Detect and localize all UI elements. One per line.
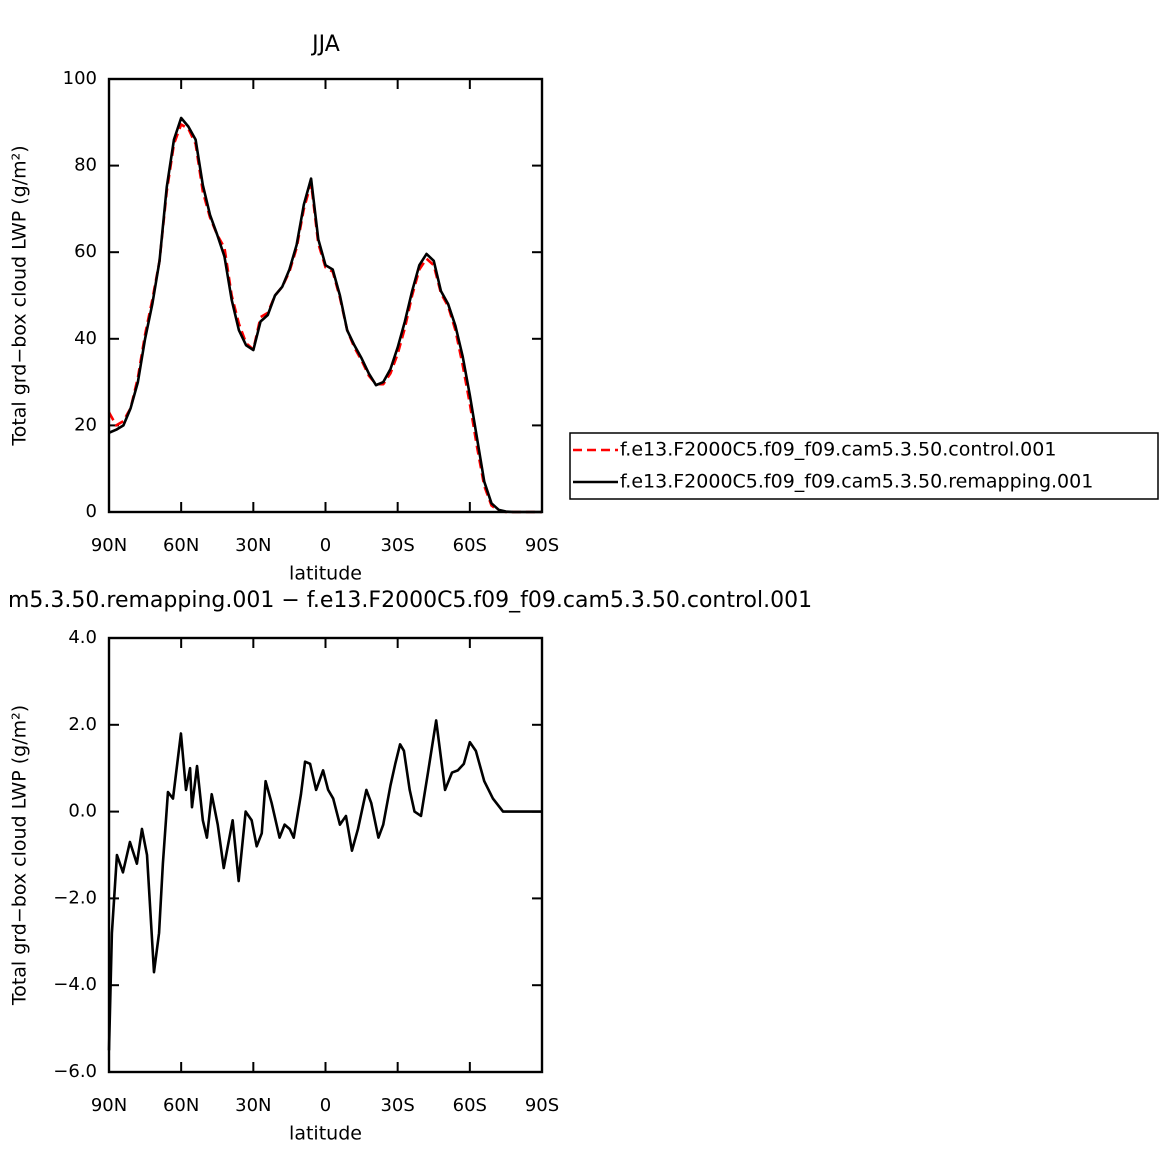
x-axis-title: latitude: [289, 1123, 362, 1145]
y-tick-label: 4.0: [68, 627, 97, 648]
x-tick-label: 90N: [91, 535, 127, 556]
plot-frame: [107, 636, 544, 1074]
y-tick-label: 100: [63, 68, 97, 89]
x-tick-label: 60N: [163, 535, 199, 556]
legend-box: [569, 432, 1159, 500]
y-tick-label: 40: [74, 328, 97, 349]
x-tick-label: 90N: [91, 1095, 127, 1116]
plot-frame: [107, 77, 544, 514]
y-tick-label: 60: [74, 241, 97, 262]
data-line: [107, 123, 542, 514]
data-line: [107, 719, 542, 1051]
x-tick-label: 30S: [380, 1095, 414, 1116]
x-tick-label: 30S: [380, 535, 414, 556]
x-tick-label: 0: [320, 535, 331, 556]
y-tick-label: −4.0: [53, 974, 97, 995]
y-tick-label: 0: [86, 501, 97, 522]
x-tick-label: 30N: [235, 1095, 271, 1116]
data-line: [108, 116, 542, 514]
x-tick-label: 90S: [525, 535, 559, 556]
x-tick-label: 30N: [235, 535, 271, 556]
y-axis-title: Total grd−box cloud LWP (g/m²): [9, 145, 31, 446]
x-tick-label: 60N: [163, 1095, 199, 1116]
y-tick-label: 80: [74, 155, 97, 176]
x-tick-label: 0: [320, 1095, 331, 1116]
chart-title: m5.3.50.remapping.001 − f.e13.F2000C5.f0…: [8, 588, 812, 613]
y-tick-label: 20: [74, 414, 97, 435]
x-tick-label: 90S: [525, 1095, 559, 1116]
legend-label: f.e13.F2000C5.f09_f09.cam5.3.50.remappin…: [620, 471, 1093, 493]
y-tick-label: 2.0: [68, 714, 97, 735]
y-tick-label: −6.0: [53, 1061, 97, 1082]
x-tick-label: 60S: [453, 1095, 487, 1116]
y-tick-label: 0.0: [68, 801, 97, 822]
chart-title: JJA: [310, 32, 340, 57]
y-tick-label: −2.0: [53, 887, 97, 908]
y-axis-title: Total grd−box cloud LWP (g/m²): [9, 705, 31, 1006]
legend-label: f.e13.F2000C5.f09_f09.cam5.3.50.control.…: [620, 439, 1056, 461]
x-tick-label: 60S: [453, 535, 487, 556]
x-axis-title: latitude: [289, 563, 362, 585]
